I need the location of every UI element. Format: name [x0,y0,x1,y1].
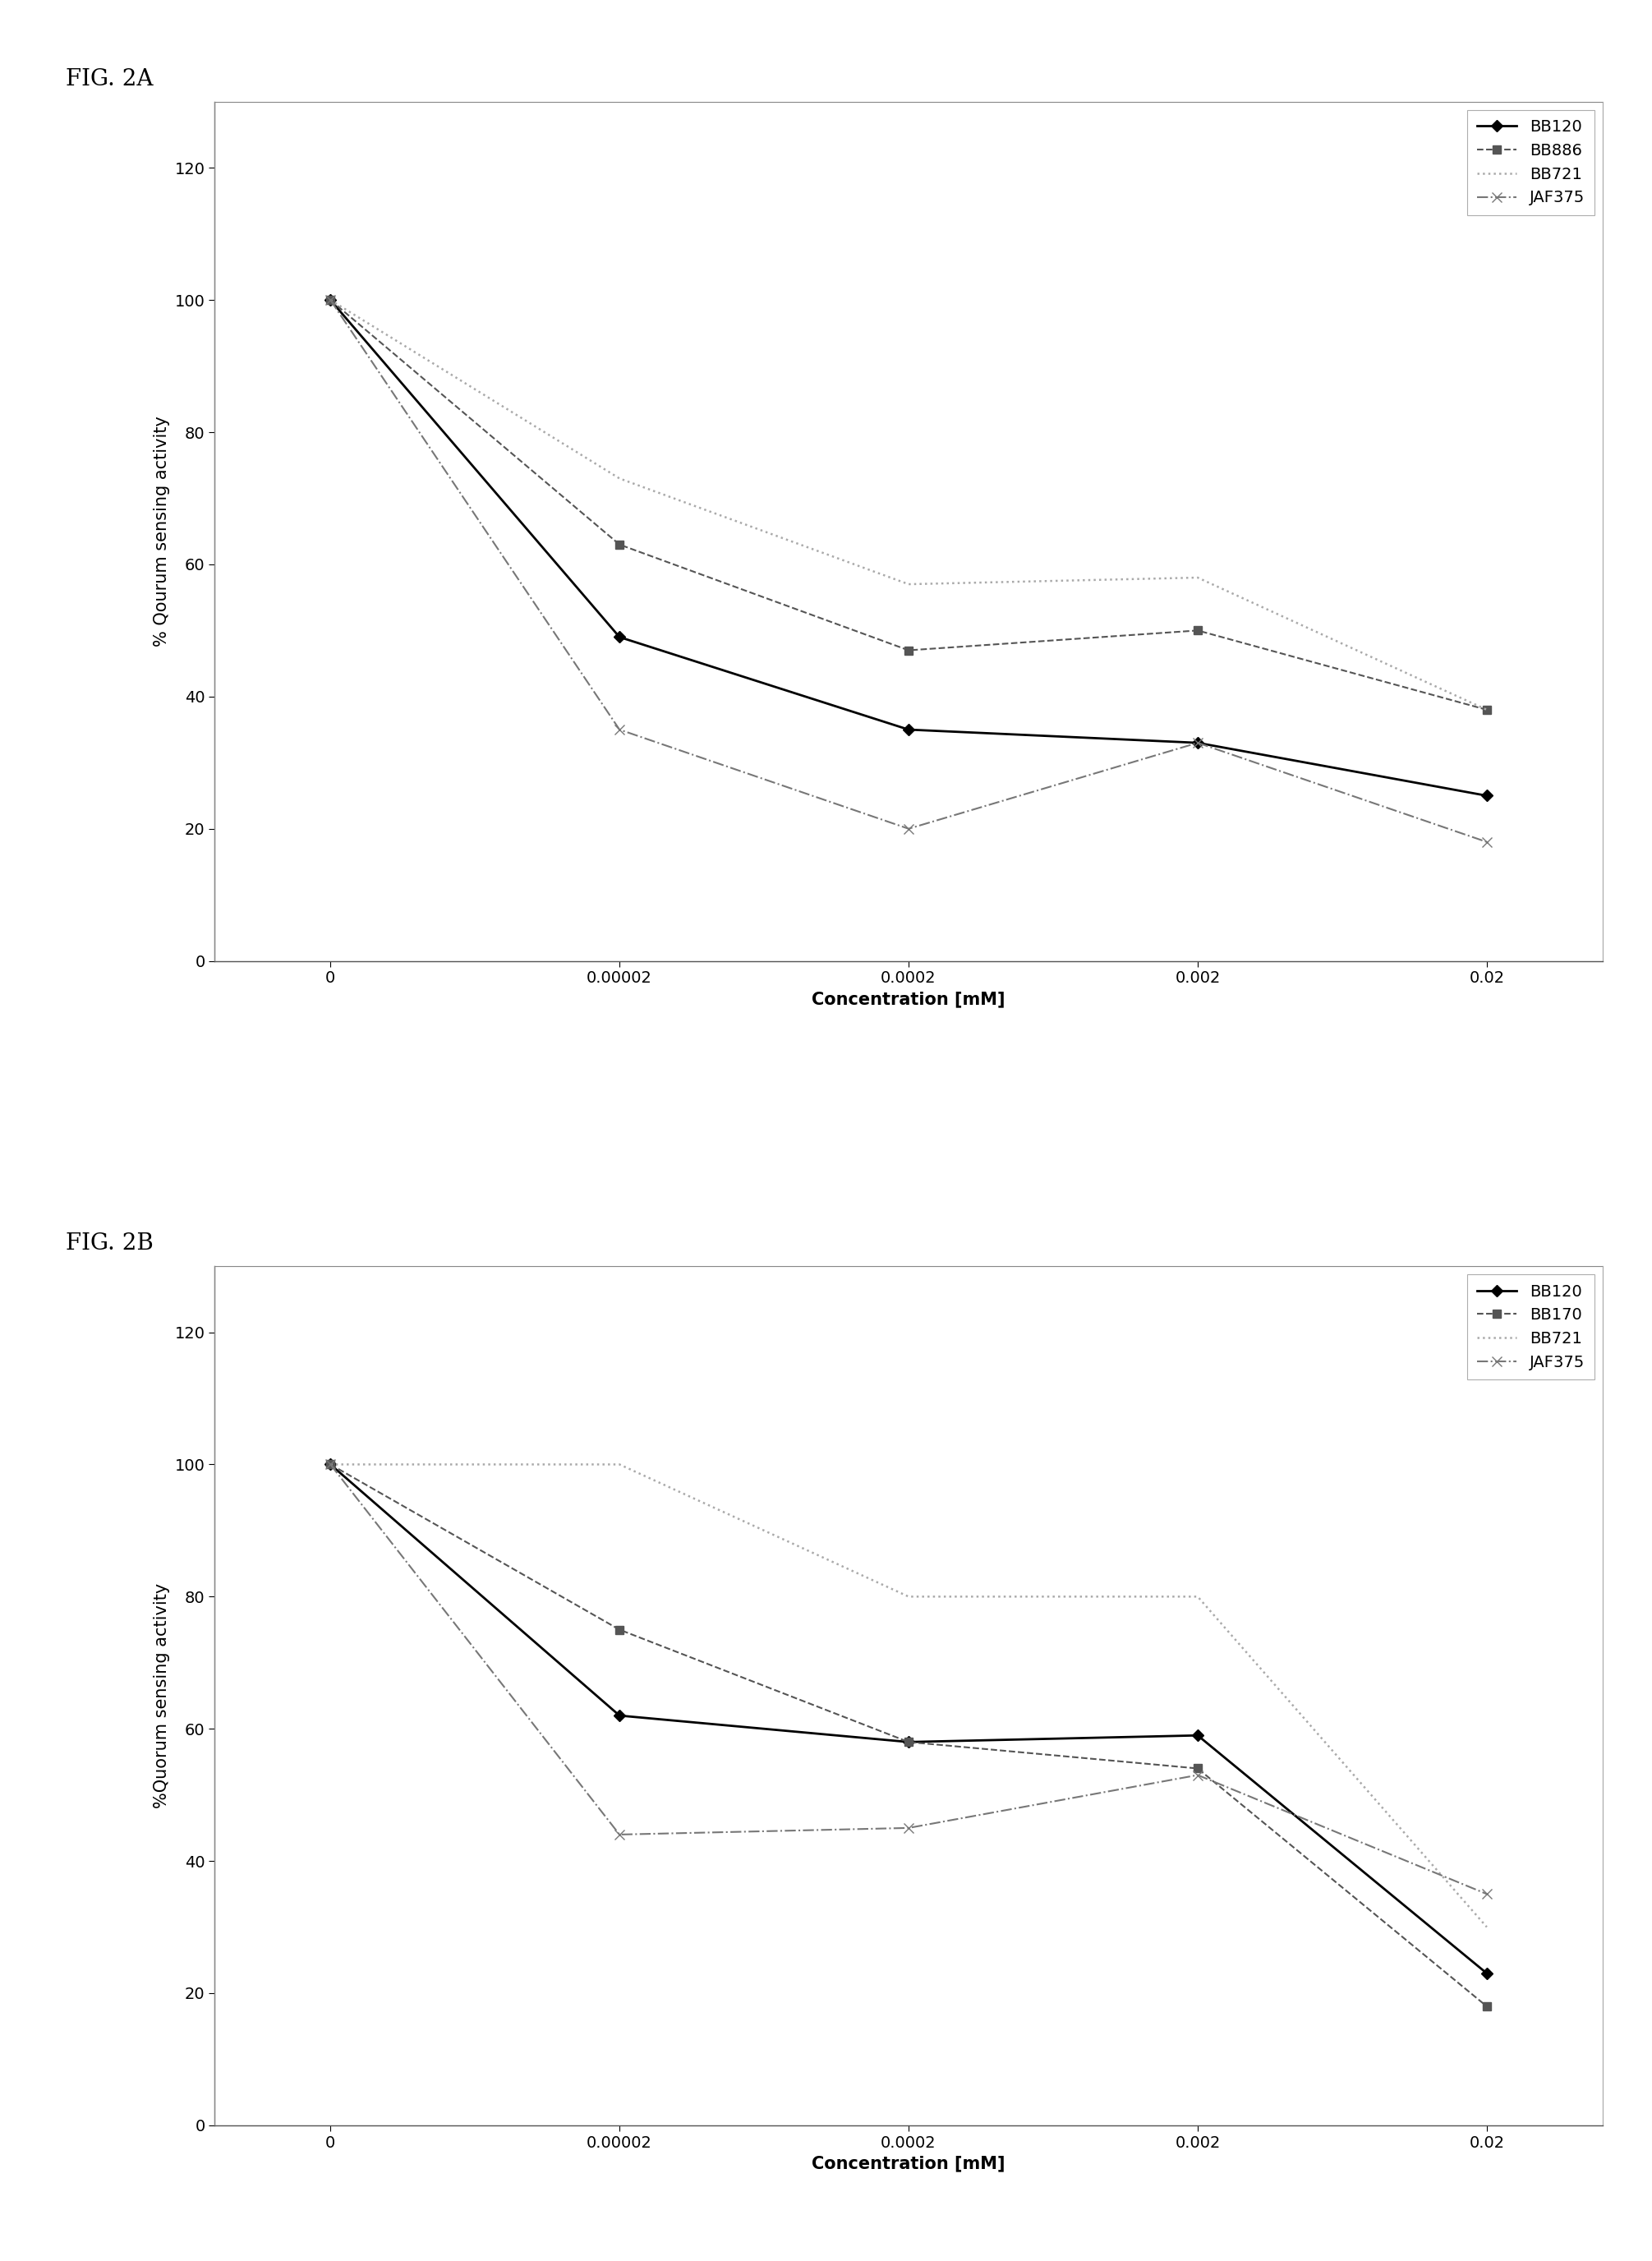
BB120 [1477,1960,1497,1987]
BB721 [1477,696,1497,724]
BB886 [899,638,919,665]
BB886 [1188,617,1208,644]
BB721 [1188,1583,1208,1610]
JAF375 [320,287,340,314]
BB120 [899,1727,919,1755]
X-axis label: Concentration [mM]: Concentration [mM] [811,2155,1006,2171]
Line: BB721: BB721 [330,1465,1487,1926]
BB120 [610,624,629,651]
Legend: BB120, BB170, BB721, JAF375: BB120, BB170, BB721, JAF375 [1467,1275,1594,1379]
BB721 [610,1452,629,1479]
BB886 [610,531,629,558]
JAF375 [1477,828,1497,855]
BB170 [1477,1992,1497,2019]
BB170 [320,1452,340,1479]
Bar [215,102,1602,961]
BB120 [1477,782,1497,809]
Y-axis label: %Quorum sensing activity: %Quorum sensing activity [154,1583,170,1809]
JAF375 [1477,1881,1497,1908]
Line: BB721: BB721 [330,301,1487,710]
Line: BB120: BB120 [327,1461,1490,1978]
BB170 [610,1617,629,1644]
BB886 [320,287,340,314]
JAF375 [899,816,919,843]
BB120 [899,717,919,744]
BB721 [320,1452,340,1479]
Line: BB120: BB120 [327,296,1490,800]
BB886 [1477,696,1497,724]
JAF375 [899,1813,919,1840]
BB120 [610,1703,629,1730]
Text: FIG. 2A: FIG. 2A [66,68,154,90]
X-axis label: Concentration [mM]: Concentration [mM] [811,990,1006,1006]
Line: BB170: BB170 [327,1461,1490,2010]
Y-axis label: % Qourum sensing activity: % Qourum sensing activity [154,416,170,647]
BB721 [1477,1913,1497,1940]
BB721 [320,287,340,314]
JAF375 [1188,730,1208,757]
BB721 [899,570,919,597]
JAF375 [610,1820,629,1847]
BB120 [1188,1723,1208,1750]
Bar [215,1266,1602,2125]
BB170 [1188,1755,1208,1782]
Line: BB886: BB886 [327,296,1490,714]
Line: JAF375: JAF375 [325,1461,1492,1899]
BB120 [320,1452,340,1479]
Text: FIG. 2B: FIG. 2B [66,1232,154,1255]
Legend: BB120, BB886, BB721, JAF375: BB120, BB886, BB721, JAF375 [1467,111,1594,215]
BB721 [1188,563,1208,590]
BB120 [320,287,340,314]
BB721 [899,1583,919,1610]
BB120 [1188,730,1208,757]
Line: JAF375: JAF375 [325,296,1492,846]
JAF375 [1188,1761,1208,1788]
JAF375 [610,717,629,744]
BB170 [899,1727,919,1755]
BB721 [610,466,629,493]
JAF375 [320,1452,340,1479]
